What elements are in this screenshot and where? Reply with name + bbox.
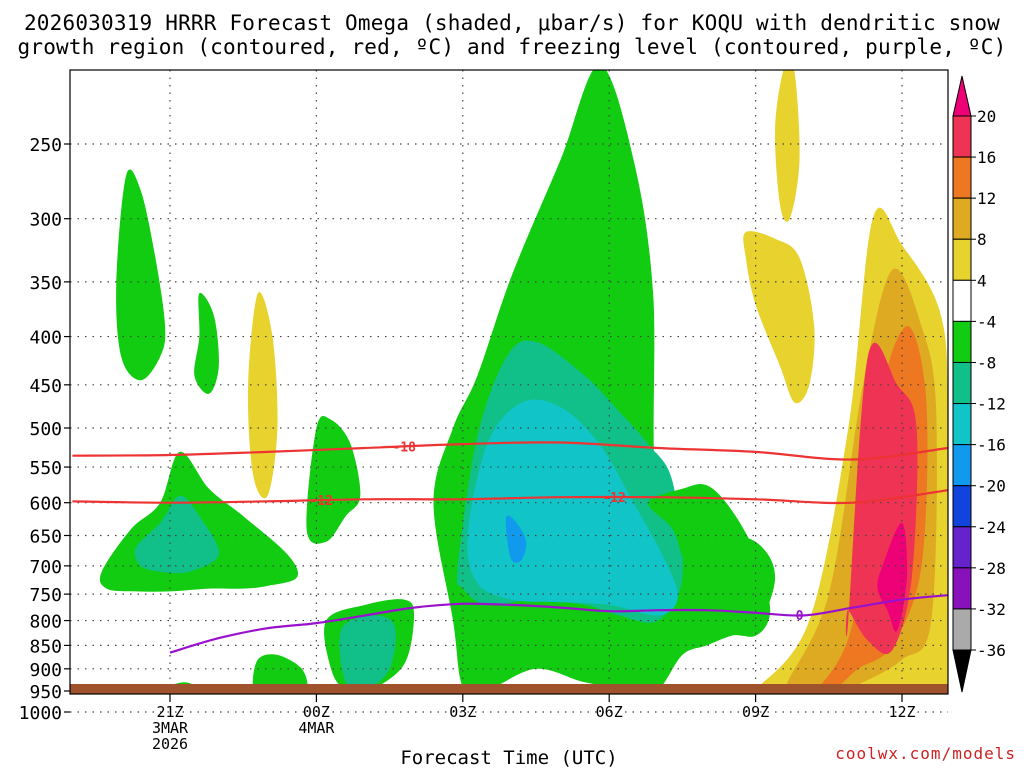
x-tick-label-21-1: 3MAR — [152, 719, 189, 737]
colorbar-segment-3 — [952, 238, 972, 281]
colorbar-label-11: -28 — [977, 559, 1006, 578]
x-tick-label-36-0: 12Z — [888, 703, 915, 721]
colorbar-label-3: 8 — [977, 230, 987, 249]
x-tick-label-21-0: 21Z — [156, 703, 183, 721]
omega-region-upper-green-left — [116, 169, 166, 381]
chart-title-line2: growth region (contoured, red, ºC) and f… — [17, 35, 1007, 59]
y-tick-label-750: 750 — [29, 585, 62, 606]
omega-region-lower-blob-teal — [339, 615, 396, 690]
terrain-band — [70, 684, 948, 694]
colorbar-label-13: -36 — [977, 641, 1006, 660]
y-tick-label-550: 550 — [29, 458, 62, 479]
y-tick-label-800: 800 — [29, 612, 62, 633]
y-tick-label-400: 400 — [29, 328, 62, 349]
omega-region-upper-yellow — [247, 292, 278, 499]
y-tick-label-300: 300 — [29, 210, 62, 231]
omega-region-small-green-bottom — [252, 654, 308, 690]
y-tick-label-450: 450 — [29, 376, 62, 397]
colorbar-segment-1 — [952, 156, 972, 199]
contour-dgz-minus-18 — [72, 441, 949, 461]
contour-label-dgz-minus-12-0: -12 — [310, 494, 333, 509]
contour-freezing-level — [169, 594, 949, 654]
y-axis-ticks: 250 300 350 400 450 500 550 600 650 700 750 800 850 9… — [19, 135, 70, 724]
colorbar-label-2: 12 — [977, 189, 996, 208]
colorbar-segment-0 — [952, 115, 972, 158]
y-tick-label-900: 900 — [29, 660, 62, 681]
credit-text: coolwx.com/models — [835, 744, 1016, 763]
colorbar-top-arrow — [952, 75, 972, 117]
y-tick-label-250: 250 — [29, 135, 62, 156]
x-tick-label-30-0: 06Z — [596, 703, 623, 721]
colorbar-segment-11 — [952, 567, 972, 610]
colorbar-label-1: 16 — [977, 148, 996, 167]
x-tick-label-24-1: 4MAR — [298, 719, 335, 737]
x-tick-label-33-0: 09Z — [742, 703, 769, 721]
omega-region-left-lower-teal — [134, 495, 219, 574]
x-axis-label: Forecast Time (UTC) — [400, 747, 617, 768]
colorbar-segment-7 — [952, 403, 972, 446]
colorbar-label-12: -32 — [977, 600, 1006, 619]
x-tick-label-27-0: 03Z — [449, 703, 476, 721]
colorbar-label-4: 4 — [977, 271, 987, 290]
omega-region-right-magenta — [877, 522, 908, 632]
y-tick-label-350: 350 — [29, 273, 62, 294]
x-tick-label-21-2: 2026 — [152, 735, 188, 753]
colorbar-label-8: -16 — [977, 436, 1006, 455]
omega-region-upper-green-thin — [194, 292, 219, 394]
contour-label-dgz-minus-12-1: -12 — [602, 491, 625, 506]
y-tick-label-600: 600 — [29, 494, 62, 515]
y-tick-label-1000: 1000 — [19, 703, 62, 724]
colorbar-segment-9 — [952, 485, 972, 528]
colorbar-segment-10 — [952, 526, 972, 569]
y-tick-label-700: 700 — [29, 557, 62, 578]
omega-region-cyan-core — [467, 399, 678, 616]
y-tick-label-500: 500 — [29, 419, 62, 440]
omega-region-lower-right-green — [648, 483, 771, 637]
contour-label-freezing-level-0: 0 — [796, 609, 804, 624]
omega-region-mid-green-blob — [306, 416, 361, 544]
plot-frame — [69, 69, 949, 695]
y-tick-label-850: 850 — [29, 636, 62, 657]
colorbar-label-5: -4 — [977, 312, 996, 331]
contour-dgz-minus-12 — [72, 489, 949, 505]
chart-title-line1: 2026030319 HRRR Forecast Omega (shaded, … — [23, 11, 1001, 35]
temperature-contours: -18 -12 -12 0 — [72, 440, 949, 654]
y-tick-label-950: 950 — [29, 682, 62, 703]
colorbar-label-0: 20 — [977, 107, 996, 126]
colorbar-label-6: -8 — [977, 353, 996, 372]
colorbar: 20 16 12 8 4 -4 -8 -12 -16 -20 -24 -28 -32 -36 — [952, 75, 1006, 693]
colorbar-label-10: -24 — [977, 518, 1006, 537]
omega-region-blue-spot — [505, 515, 527, 563]
x-tick-label-24-0: 00Z — [303, 703, 330, 721]
colorbar-label-7: -12 — [977, 395, 1006, 414]
contour-label-dgz-minus-18-0: -18 — [392, 440, 416, 455]
colorbar-segment-8 — [952, 444, 972, 487]
colorbar-label-9: -20 — [977, 477, 1006, 496]
colorbar-segment-2 — [952, 197, 972, 240]
colorbar-bottom-arrow — [952, 649, 972, 693]
colorbar-segment-12 — [952, 608, 972, 651]
colorbar-segment-4 — [952, 279, 972, 322]
omega-region-upper-right-yellow — [743, 231, 815, 404]
colorbar-segment-5 — [952, 320, 972, 363]
colorbar-segment-6 — [952, 361, 972, 405]
omega-region-top-yellow-blob — [774, 70, 800, 222]
omega-shading — [99, 70, 948, 690]
y-tick-label-650: 650 — [29, 526, 62, 547]
